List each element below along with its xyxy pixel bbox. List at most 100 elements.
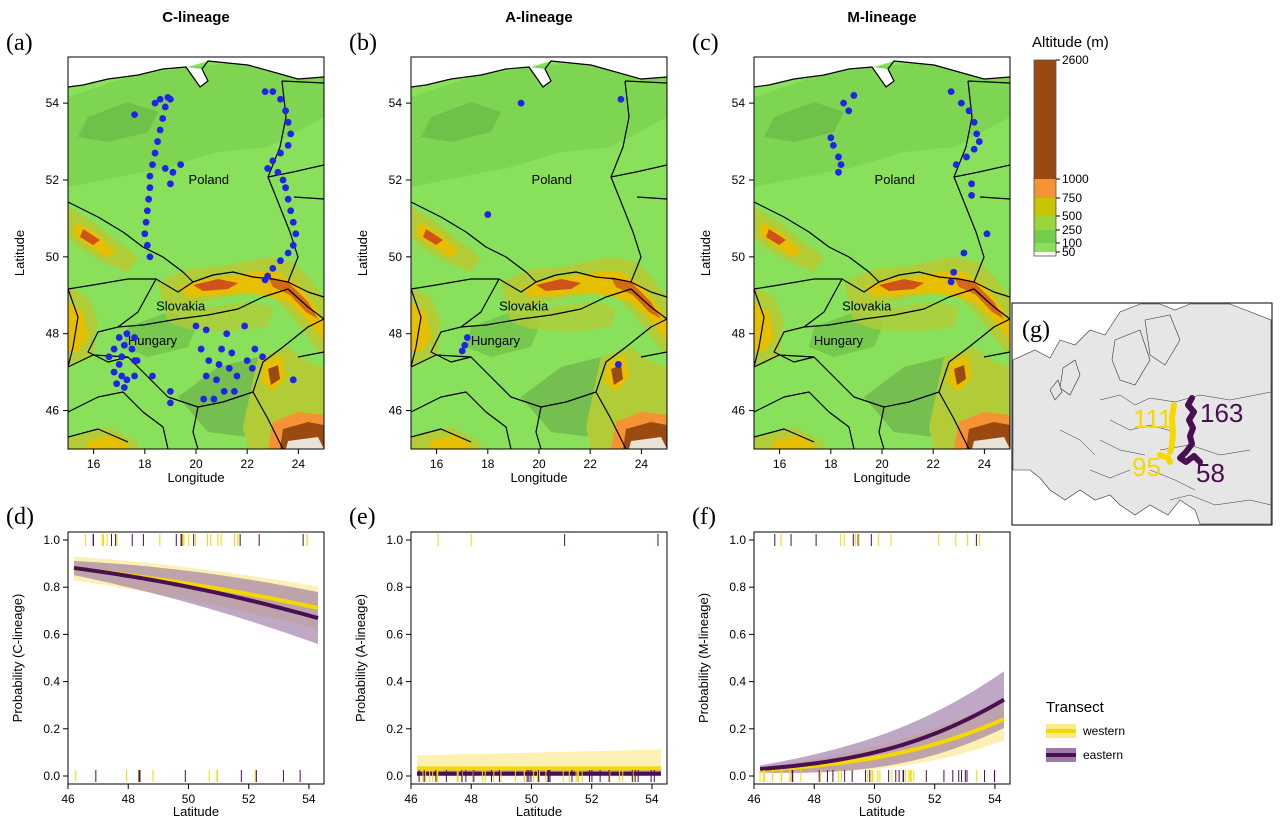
x-tick-label: 16 — [87, 457, 101, 471]
sample-point — [161, 103, 169, 111]
y-tick-label: 0.0 — [386, 769, 403, 783]
colorbar-label: 1000 — [1062, 172, 1089, 186]
sample-point — [277, 149, 284, 157]
sample-point — [169, 168, 177, 176]
map-ylabel: Latitude — [355, 230, 370, 276]
sample-point — [151, 149, 159, 157]
sample-point — [241, 322, 249, 330]
probability-plot-1: 46 48 50 52 54 0.0 0.2 0.4 0.6 0.8 1.0 Latitude Prob… — [349, 504, 668, 819]
x-tick-label: 20 — [189, 457, 203, 471]
y-tick-label: 52 — [732, 173, 746, 187]
probability-plot-2: 46 48 50 52 54 0.0 0.2 0.4 0.6 0.8 1.0 Latitude Prob… — [692, 504, 1011, 819]
sample-point — [156, 126, 164, 134]
sample-point — [963, 153, 970, 161]
sample-point — [284, 249, 292, 257]
x-tick-label: 24 — [635, 457, 649, 471]
country-label: Poland — [189, 172, 229, 187]
sample-point — [279, 176, 287, 184]
x-tick-label: 46 — [61, 792, 75, 806]
panel-letter-g: (g) — [1022, 317, 1050, 343]
sample-point — [105, 353, 113, 361]
sample-point — [983, 230, 991, 238]
inset-western-transect-south — [1157, 452, 1173, 465]
sample-point — [113, 380, 121, 388]
sample-point — [220, 387, 228, 395]
y-tick-label: 0.6 — [729, 627, 746, 641]
sample-point — [145, 195, 153, 203]
sample-point — [115, 334, 123, 341]
x-tick-label: 48 — [808, 792, 822, 806]
x-tick-label: 54 — [302, 792, 316, 806]
y-tick-label: 52 — [46, 173, 60, 187]
colorbar-segment — [1034, 230, 1056, 243]
sample-point — [292, 230, 300, 238]
x-tick-label: 22 — [584, 457, 598, 471]
x-tick-label: 54 — [645, 792, 659, 806]
map-title: A-lineage — [505, 9, 573, 26]
x-tick-label: 20 — [532, 457, 546, 471]
sample-point — [146, 253, 154, 261]
country-label: Hungary — [814, 333, 864, 348]
y-tick-label: 1.0 — [386, 533, 403, 547]
sample-point — [146, 172, 154, 180]
country-label: Slovakia — [842, 299, 892, 314]
sample-point — [950, 268, 958, 276]
legend-eastern-label: eastern — [1083, 748, 1123, 762]
panel-letter: (e) — [349, 504, 376, 530]
sample-point — [120, 341, 128, 349]
map-panel-1: Poland Slovakia Hungary 16 18 20 22 24 46 48 50 52 5… — [349, 9, 668, 485]
transect-legend-title: Transect — [1046, 699, 1105, 716]
y-tick-label: 0.6 — [386, 627, 403, 641]
country-label: Hungary — [128, 333, 178, 348]
y-tick-label: 48 — [389, 327, 403, 341]
country-label: Slovakia — [156, 299, 206, 314]
sample-point — [154, 138, 161, 145]
sample-point — [167, 399, 174, 407]
map-panel-2: Poland Slovakia Hungary 16 18 20 22 24 46 48 50 52 5… — [692, 9, 1011, 485]
plot-ylabel: Probability (C-lineage) — [10, 594, 25, 723]
sample-point — [231, 387, 238, 395]
y-tick-label: 48 — [732, 327, 746, 341]
sample-point — [837, 161, 845, 169]
plot-xlabel: Latitude — [859, 804, 905, 819]
sample-point — [835, 168, 842, 176]
sample-point — [143, 241, 151, 249]
x-tick-label: 52 — [585, 792, 599, 806]
colorbar-segment — [1034, 198, 1056, 216]
plot-frame — [410, 531, 668, 785]
sample-point — [141, 230, 149, 238]
sample-point — [947, 88, 955, 95]
sample-point — [269, 157, 277, 165]
sample-point — [215, 361, 223, 368]
y-tick-label: 50 — [46, 250, 60, 264]
x-tick-label: 50 — [182, 792, 196, 806]
y-tick-label: 0.0 — [729, 769, 746, 783]
y-tick-label: 54 — [389, 96, 403, 110]
x-tick-label: 52 — [928, 792, 942, 806]
sample-point — [517, 99, 525, 107]
sample-point — [118, 353, 126, 361]
x-tick-label: 22 — [927, 457, 941, 471]
x-tick-label: 18 — [138, 457, 152, 471]
sample-point — [835, 153, 842, 161]
altitude-legend-title: Altitude (m) — [1032, 34, 1109, 51]
panel-letter: (f) — [692, 504, 716, 530]
y-tick-label: 1.0 — [729, 533, 746, 547]
map-title: C-lineage — [162, 9, 230, 26]
x-tick-label: 48 — [465, 792, 479, 806]
ci-band-eastern — [760, 671, 1004, 773]
inset-count-eastern-north: 163 — [1200, 398, 1243, 428]
panel-letter: (a) — [6, 30, 33, 56]
sample-point — [159, 115, 167, 122]
sample-point — [965, 107, 973, 115]
y-tick-label: 46 — [46, 404, 60, 418]
sample-point — [968, 191, 975, 199]
y-tick-label: 54 — [732, 96, 746, 110]
y-tick-label: 48 — [46, 327, 60, 341]
colorbar-segment — [1034, 252, 1056, 256]
fit-line-eastern — [759, 697, 1005, 772]
x-tick-label: 24 — [978, 457, 992, 471]
y-tick-label: 0.0 — [43, 769, 60, 783]
sample-point — [146, 184, 154, 192]
sample-point — [133, 357, 141, 365]
